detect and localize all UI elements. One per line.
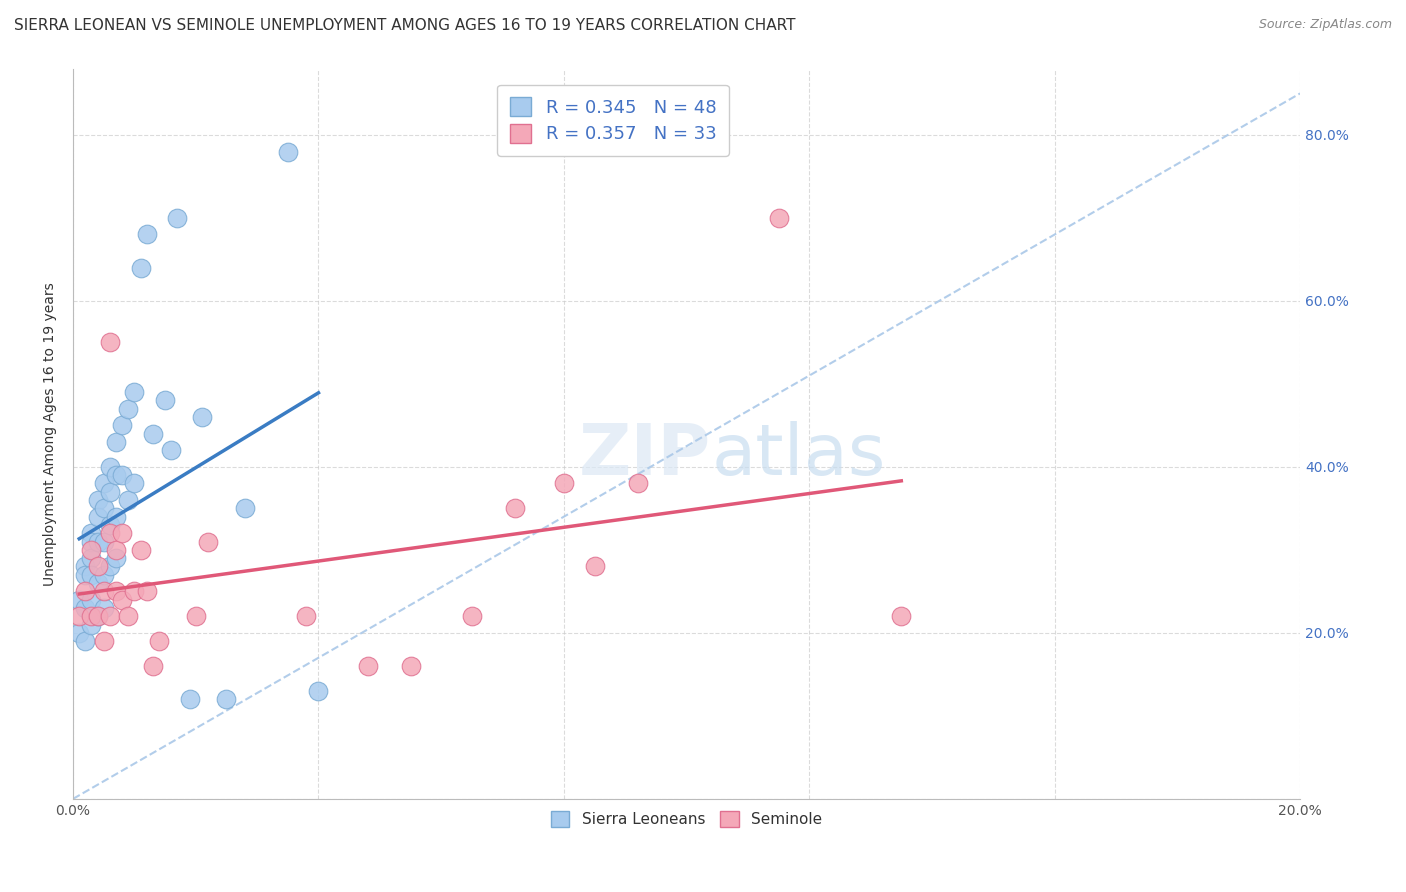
- Point: [93, 634, 115, 648]
- Point: [308, 684, 330, 698]
- Point: [124, 584, 146, 599]
- Point: [105, 468, 128, 483]
- Point: [160, 443, 183, 458]
- Point: [111, 592, 134, 607]
- Point: [105, 584, 128, 599]
- Point: [98, 518, 121, 533]
- Point: [626, 476, 648, 491]
- Point: [111, 526, 134, 541]
- Point: [105, 434, 128, 449]
- Point: [75, 567, 97, 582]
- Point: [98, 459, 121, 474]
- Text: ZIP: ZIP: [579, 421, 711, 490]
- Point: [117, 493, 139, 508]
- Point: [93, 584, 115, 599]
- Point: [148, 634, 170, 648]
- Text: Source: ZipAtlas.com: Source: ZipAtlas.com: [1258, 18, 1392, 31]
- Point: [277, 145, 299, 159]
- Point: [166, 211, 188, 225]
- Point: [135, 227, 157, 242]
- Point: [117, 401, 139, 416]
- Point: [233, 501, 256, 516]
- Point: [93, 501, 115, 516]
- Point: [86, 493, 108, 508]
- Point: [80, 609, 103, 624]
- Text: atlas: atlas: [711, 421, 886, 490]
- Point: [98, 335, 121, 350]
- Point: [93, 567, 115, 582]
- Point: [86, 534, 108, 549]
- Point: [98, 559, 121, 574]
- Point: [98, 526, 121, 541]
- Point: [93, 534, 115, 549]
- Point: [503, 501, 526, 516]
- Point: [80, 617, 103, 632]
- Point: [67, 625, 90, 640]
- Point: [86, 609, 108, 624]
- Legend: Sierra Leoneans, Seminole: Sierra Leoneans, Seminole: [544, 804, 830, 835]
- Point: [86, 576, 108, 591]
- Point: [80, 567, 103, 582]
- Point: [86, 509, 108, 524]
- Point: [768, 211, 790, 225]
- Point: [105, 509, 128, 524]
- Point: [197, 534, 219, 549]
- Point: [80, 542, 103, 557]
- Point: [111, 418, 134, 433]
- Point: [93, 601, 115, 615]
- Point: [129, 260, 152, 275]
- Point: [215, 692, 238, 706]
- Point: [80, 534, 103, 549]
- Point: [105, 542, 128, 557]
- Point: [67, 592, 90, 607]
- Point: [105, 551, 128, 566]
- Point: [461, 609, 484, 624]
- Point: [191, 410, 214, 425]
- Point: [80, 551, 103, 566]
- Point: [98, 609, 121, 624]
- Point: [111, 468, 134, 483]
- Point: [890, 609, 912, 624]
- Point: [142, 426, 165, 441]
- Point: [553, 476, 575, 491]
- Text: SIERRA LEONEAN VS SEMINOLE UNEMPLOYMENT AMONG AGES 16 TO 19 YEARS CORRELATION CH: SIERRA LEONEAN VS SEMINOLE UNEMPLOYMENT …: [14, 18, 796, 33]
- Point: [80, 592, 103, 607]
- Point: [153, 393, 176, 408]
- Point: [75, 559, 97, 574]
- Point: [135, 584, 157, 599]
- Point: [86, 559, 108, 574]
- Point: [117, 609, 139, 624]
- Point: [129, 542, 152, 557]
- Point: [142, 659, 165, 673]
- Point: [583, 559, 606, 574]
- Point: [93, 476, 115, 491]
- Point: [179, 692, 201, 706]
- Point: [356, 659, 378, 673]
- Point: [80, 526, 103, 541]
- Point: [75, 601, 97, 615]
- Point: [184, 609, 207, 624]
- Y-axis label: Unemployment Among Ages 16 to 19 years: Unemployment Among Ages 16 to 19 years: [44, 282, 58, 585]
- Point: [75, 584, 97, 599]
- Point: [75, 634, 97, 648]
- Point: [124, 385, 146, 400]
- Point: [67, 609, 90, 624]
- Point: [124, 476, 146, 491]
- Point: [98, 484, 121, 499]
- Point: [86, 609, 108, 624]
- Point: [399, 659, 422, 673]
- Point: [295, 609, 318, 624]
